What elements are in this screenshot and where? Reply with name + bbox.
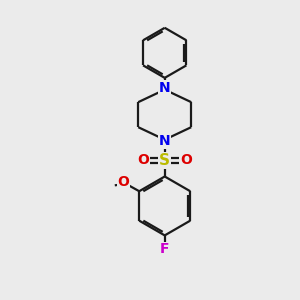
Text: O: O <box>180 153 192 167</box>
Text: S: S <box>159 153 170 168</box>
Text: N: N <box>159 134 170 148</box>
Text: O: O <box>138 153 149 167</box>
Text: F: F <box>160 242 169 256</box>
Text: N: N <box>159 81 170 95</box>
Text: O: O <box>118 176 130 189</box>
